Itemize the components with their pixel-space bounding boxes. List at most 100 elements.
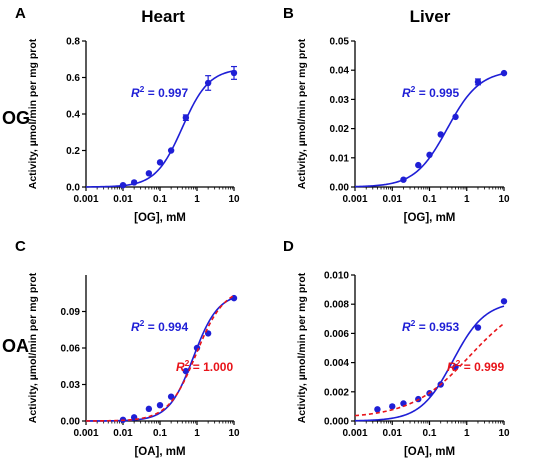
x-tick-label: 10 [228, 428, 240, 439]
panel-label-a: A [15, 5, 26, 22]
r2-letter: R [131, 320, 140, 334]
r-squared-label: R2 = 0.997 [131, 84, 188, 100]
x-axis-label: [OG], mM [134, 212, 186, 224]
x-tick-label: 0.001 [342, 428, 367, 439]
r2-letter: R [402, 320, 411, 334]
data-point [167, 393, 175, 400]
r2-exponent: 2 [140, 84, 145, 94]
y-tick-label: 0.01 [330, 153, 350, 164]
data-point [204, 79, 212, 87]
data-point [119, 181, 127, 189]
r2-exponent: 2 [185, 358, 190, 368]
x-tick-label: 0.001 [73, 194, 98, 205]
x-tick-label: 1 [464, 428, 470, 439]
y-tick-label: 0.6 [66, 73, 80, 84]
r2-exponent: 2 [140, 318, 145, 328]
panel-b: 0.00 0.01 0.02 0.03 0.04 0.05 0.001 0.01 0.1 1 10 [… [296, 37, 510, 225]
panel-label-d: D [283, 238, 294, 255]
y-tick-label: 0.006 [324, 329, 349, 340]
x-tick-label: 0.01 [113, 194, 133, 205]
x-tick-label: 10 [498, 194, 510, 205]
y-axis-label: Activity, µmol/min per mg prot [27, 38, 39, 189]
row-label-oa: OA [2, 336, 29, 356]
r-squared-label: R2 = 0.994 [131, 318, 188, 334]
y-tick-label: 0.2 [66, 146, 80, 157]
r2-exponent: 2 [411, 84, 416, 94]
x-tick-label: 0.1 [423, 428, 437, 439]
x-tick-label: 0.01 [113, 428, 133, 439]
r2-letter: R [447, 360, 456, 374]
x-tick-label: 0.001 [73, 428, 98, 439]
y-tick-label: 0.00 [61, 417, 81, 428]
data-point [437, 131, 444, 138]
r2-value: = 0.953 [415, 320, 459, 334]
data-point [145, 170, 153, 177]
panel-a: 0.0 0.2 0.4 0.6 0.8 0.001 0.01 0.1 1 10 [OG], mM Ac… [27, 37, 240, 225]
data-point [130, 179, 138, 186]
data-point [167, 147, 175, 154]
panel-label-c: C [15, 238, 26, 255]
data-point [500, 69, 508, 77]
fit-curve-dashed [354, 322, 505, 417]
data-point [474, 78, 482, 86]
x-tick-label: 10 [228, 194, 240, 205]
r2-value: = 1.000 [189, 360, 233, 374]
panel-d: 0.000 0.002 0.004 0.006 0.008 0.010 0.001 0.01 0… [296, 271, 510, 459]
data-point [156, 159, 164, 166]
y-tick-label: 0.05 [330, 37, 350, 48]
y-tick-label: 0.04 [330, 66, 350, 77]
y-axis-label: Activity, µmol/min per mg prot [296, 38, 308, 189]
x-tick-label: 10 [498, 428, 510, 439]
x-axis-label: [OA], mM [404, 446, 455, 458]
data-point [452, 113, 459, 121]
x-tick-label: 0.1 [153, 194, 167, 205]
data-point [474, 324, 482, 331]
column-title-heart: Heart [141, 7, 185, 26]
y-tick-label: 0.4 [66, 110, 80, 121]
y-tick-label: 0.0 [66, 183, 80, 194]
r2-value: = 0.997 [144, 86, 188, 100]
x-axis-label: [OA], mM [134, 446, 185, 458]
y-axis-label: Activity, µmol/min per mg prot [27, 272, 39, 423]
r2-letter: R [176, 360, 185, 374]
y-tick-label: 0.03 [330, 95, 350, 106]
r-squared-label: R2 = 0.953 [402, 318, 459, 334]
r2-value: = 0.995 [415, 86, 459, 100]
x-axis-label: [OG], mM [404, 212, 456, 224]
x-tick-label: 0.1 [153, 428, 167, 439]
data-point [230, 69, 238, 77]
y-tick-label: 0.02 [330, 124, 350, 135]
x-tick-label: 0.1 [423, 194, 437, 205]
x-tick-label: 0.01 [383, 194, 403, 205]
r-squared-label: R2 = 1.000 [176, 358, 233, 374]
data-point [182, 114, 190, 121]
y-tick-label: 0.03 [61, 380, 81, 391]
data-point [374, 406, 381, 413]
y-tick-label: 0.000 [324, 417, 349, 428]
x-tick-label: 1 [194, 194, 200, 205]
r2-value: = 0.994 [144, 320, 188, 334]
r-squared-label: R2 = 0.999 [447, 358, 504, 374]
r-squared-label: R2 = 0.995 [402, 84, 459, 100]
data-point [500, 298, 508, 305]
y-tick-label: 0.010 [324, 271, 349, 282]
data-point [182, 367, 190, 375]
r2-exponent: 2 [411, 318, 416, 328]
data-point [230, 294, 238, 302]
row-label-og: OG [2, 108, 30, 128]
y-tick-label: 0.008 [324, 300, 349, 311]
column-title-liver: Liver [410, 7, 451, 26]
r2-value: = 0.999 [460, 360, 504, 374]
y-tick-label: 0.004 [324, 358, 349, 369]
y-axis-label: Activity, µmol/min per mg prot [296, 272, 308, 423]
r2-letter: R [131, 86, 140, 100]
panel-label-b: B [283, 5, 294, 22]
data-point [156, 401, 164, 409]
y-tick-label: 0.00 [330, 183, 350, 194]
r2-letter: R [402, 86, 411, 100]
x-tick-label: 1 [194, 428, 200, 439]
r2-exponent: 2 [456, 358, 461, 368]
y-tick-label: 0.06 [61, 344, 81, 355]
x-tick-label: 1 [464, 194, 470, 205]
